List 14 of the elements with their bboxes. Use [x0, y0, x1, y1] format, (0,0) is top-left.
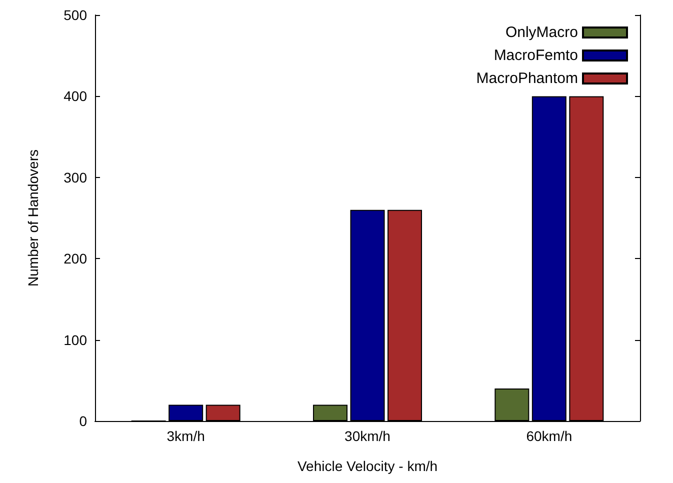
- x-axis-title: Vehicle Velocity - km/h: [297, 458, 438, 474]
- y-tick-label: 400: [64, 88, 88, 104]
- x-tick-label: 60km/h: [526, 428, 572, 444]
- x-tick-label: 30km/h: [344, 428, 390, 444]
- x-tick-label: 3km/h: [166, 428, 205, 444]
- y-tick-label: 100: [64, 332, 88, 348]
- legend-label: OnlyMacro: [505, 24, 578, 41]
- legend-label: MacroFemto: [494, 47, 578, 64]
- y-tick-label: 300: [64, 169, 88, 186]
- y-tick-label: 0: [79, 413, 88, 429]
- legend-label: MacroPhantom: [476, 70, 578, 87]
- y-axis-title: Number of Handovers: [25, 150, 41, 286]
- y-tick-label: 500: [64, 7, 88, 23]
- y-tick-label: 200: [64, 250, 88, 267]
